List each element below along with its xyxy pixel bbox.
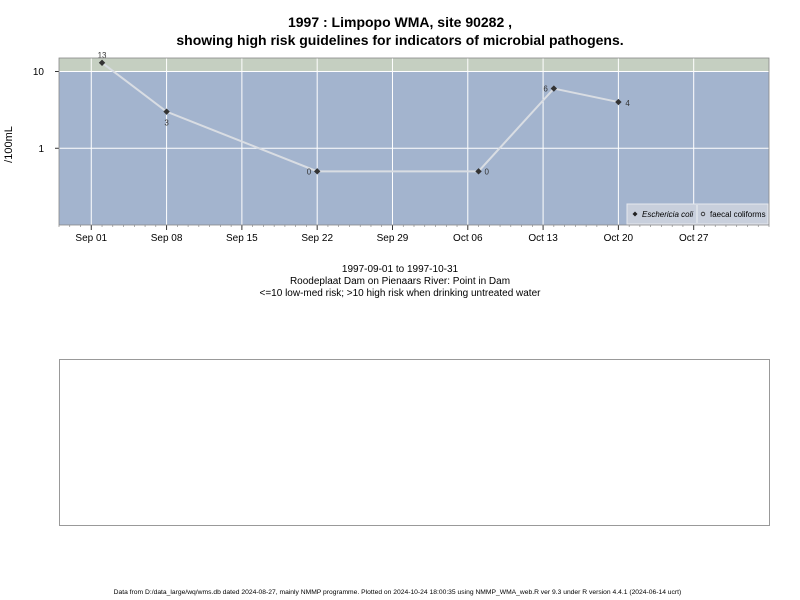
chart-title: 1997 : Limpopo WMA, site 90282 , — [287, 14, 513, 30]
main-chart: Sep 01 Sep 08 Sep 15 Sep 22 Sep 29 Oct 06 Oct … — [3, 51, 770, 244]
data-point-marker — [313, 168, 321, 175]
data-label: 6 — [543, 85, 548, 94]
data-label: 0 — [485, 167, 490, 176]
high-risk-band — [59, 58, 769, 72]
data-point-marker — [98, 59, 106, 66]
x-tick-label: Sep 08 — [151, 233, 183, 244]
x-tick-label: Oct 20 — [604, 233, 634, 244]
x-tick-label: Sep 01 — [75, 233, 107, 244]
legend-marker-diamond — [632, 211, 638, 217]
y-tick-label: 1 — [38, 144, 44, 155]
legend-marker-circle — [700, 211, 706, 217]
site-caption: Roodeplaat Dam on Pienaars River: Point … — [289, 276, 511, 287]
x-tick-label: Sep 22 — [301, 233, 333, 244]
x-tick-label: Sep 15 — [226, 233, 258, 244]
data-point-marker — [615, 98, 622, 106]
x-tick-label: Sep 29 — [377, 233, 409, 244]
legend-label: Eschericia coli — [642, 210, 693, 219]
date-range-caption: 1997-09-01 to 1997-10-31 — [341, 264, 459, 275]
y-tick-label: 10 — [33, 67, 45, 78]
x-tick-label: Oct 27 — [679, 233, 709, 244]
data-label: 0 — [307, 167, 312, 176]
risk-caption: <=10 low-med risk; >10 high risk when dr… — [259, 288, 541, 299]
data-label: 3 — [164, 119, 169, 128]
x-tick-label: Oct 06 — [453, 233, 483, 244]
x-tick-label: Oct 13 — [528, 233, 558, 244]
data-point-marker — [163, 108, 170, 115]
chart-subtitle: showing high risk guidelines for indicat… — [176, 32, 624, 48]
footer-note: Data from D:/data_large/wq/wms.db dated … — [113, 589, 682, 596]
data-label: 13 — [98, 51, 107, 60]
y-axis-label: /100mL — [3, 126, 15, 163]
data-point-marker — [550, 85, 558, 92]
data-label: 4 — [625, 99, 630, 108]
empty-plot-panel — [59, 359, 770, 526]
series-line — [101, 61, 619, 173]
legend-label: faecal coliforms — [710, 210, 766, 219]
data-point-marker — [475, 168, 482, 175]
plot-frame — [58, 57, 770, 226]
